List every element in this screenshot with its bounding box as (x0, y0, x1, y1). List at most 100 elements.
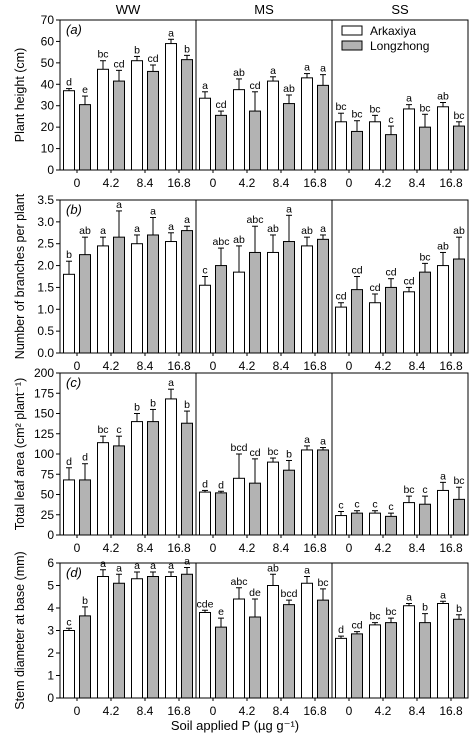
bar (131, 578, 143, 699)
panel-c: 0 25 50 75 100 125 150 175 200 Total leaf area (c… (13, 366, 469, 555)
significance-letter: c (372, 499, 377, 511)
significance-letter: cd (113, 58, 124, 70)
significance-letter: b (150, 397, 156, 409)
significance-letter: ab (79, 225, 91, 237)
significance-letter: a (304, 434, 310, 446)
bar (267, 585, 279, 699)
x-tick-label: 0 (210, 359, 217, 373)
significance-letter: d (218, 479, 224, 491)
bar (147, 234, 159, 354)
y-tick-label: 5 (47, 579, 54, 593)
significance-letter: ab (233, 67, 245, 79)
significance-letter: a (168, 560, 174, 572)
x-tick-label: 4.2 (375, 359, 392, 373)
y-axis-title: Stem diameter at base (mm) (13, 551, 27, 709)
significance-letter: a (304, 565, 310, 577)
significance-letter: a (304, 62, 310, 74)
y-tick-label: 200 (34, 366, 54, 380)
bar (249, 616, 261, 699)
significance-letter: ab (267, 562, 279, 574)
significance-letter: b (82, 595, 88, 607)
x-axis-title: Soil applied P (µg g⁻¹) (171, 718, 299, 733)
significance-letter: a (320, 63, 326, 75)
panel-label: (a) (66, 22, 82, 37)
bar (199, 612, 211, 699)
significance-letter: b (134, 44, 140, 56)
significance-letter: abc (231, 576, 248, 588)
x-tick-label: 16.8 (439, 359, 463, 373)
x-tick-label: 0 (346, 359, 353, 373)
bar (403, 502, 415, 536)
bar (351, 512, 363, 536)
x-tick-label: 8.4 (273, 704, 290, 718)
significance-letter: ab (453, 225, 465, 237)
y-tick-label: 0 (47, 691, 54, 705)
legend-swatch (341, 25, 363, 36)
bar (403, 291, 415, 354)
x-tick-label: 16.8 (439, 704, 463, 718)
significance-letter: a (270, 65, 276, 77)
bar (147, 421, 159, 536)
bar (233, 271, 245, 354)
significance-letter: cd (351, 265, 362, 277)
y-tick-label: 125 (34, 427, 54, 441)
significance-letter: b (456, 603, 462, 615)
x-tick-label: 4.2 (103, 541, 120, 555)
significance-letter: a (286, 203, 292, 215)
x-tick-label: 16.8 (303, 541, 327, 555)
significance-letter: a (116, 562, 122, 574)
significance-letter: a (168, 377, 174, 389)
plot-frame (59, 19, 469, 171)
bar (113, 445, 125, 536)
x-tick-label: 8.4 (137, 704, 154, 718)
significance-letter: a (184, 214, 190, 226)
panel-label: (b) (66, 202, 82, 217)
x-tick-label: 16.8 (439, 176, 463, 190)
y-tick-label: 25 (41, 508, 55, 522)
x-tick-label: 0 (74, 176, 81, 190)
bar (351, 633, 363, 699)
x-tick-label: 4.2 (239, 359, 256, 373)
y-tick-label: 1.5 (37, 280, 54, 294)
bar (181, 230, 193, 354)
significance-letter: b (422, 602, 428, 614)
significance-letter: ab (301, 225, 313, 237)
significance-letter: cd (369, 282, 380, 294)
significance-letter: ab (267, 223, 279, 235)
y-tick-label: 1.0 (37, 302, 54, 316)
significance-letter: bc (453, 475, 464, 487)
bar (283, 241, 295, 354)
significance-letter: d (66, 456, 72, 468)
bar (351, 289, 363, 354)
significance-letter: c (338, 500, 343, 512)
x-tick-label: 0 (346, 541, 353, 555)
bar (63, 90, 75, 171)
significance-letter: c (116, 424, 121, 436)
significance-letter: d (82, 452, 88, 464)
bar (335, 121, 347, 171)
significance-letter: bc (335, 101, 346, 113)
x-tick-label: 16.8 (167, 704, 191, 718)
bar (131, 243, 143, 354)
significance-letter: ab (437, 240, 449, 252)
significance-letter: a (320, 223, 326, 235)
bar (419, 622, 431, 699)
legend-label: Arkaxiya (370, 24, 416, 38)
bar (369, 302, 381, 354)
bar (165, 43, 177, 171)
y-tick-label: 2.5 (37, 237, 54, 251)
significance-letter: d (338, 624, 344, 636)
bar (79, 104, 91, 171)
y-tick-label: 10 (41, 142, 55, 156)
significance-letter: a (184, 556, 190, 568)
bar (419, 126, 431, 171)
significance-letter: ab (437, 91, 449, 103)
x-tick-label: 16.8 (167, 359, 191, 373)
bar (97, 68, 109, 171)
bar (267, 80, 279, 171)
significance-letter: e (218, 606, 224, 618)
significance-letter: bc (419, 102, 430, 114)
y-tick-label: 175 (34, 386, 54, 400)
bar (249, 482, 261, 536)
significance-letter: bc (419, 251, 430, 263)
